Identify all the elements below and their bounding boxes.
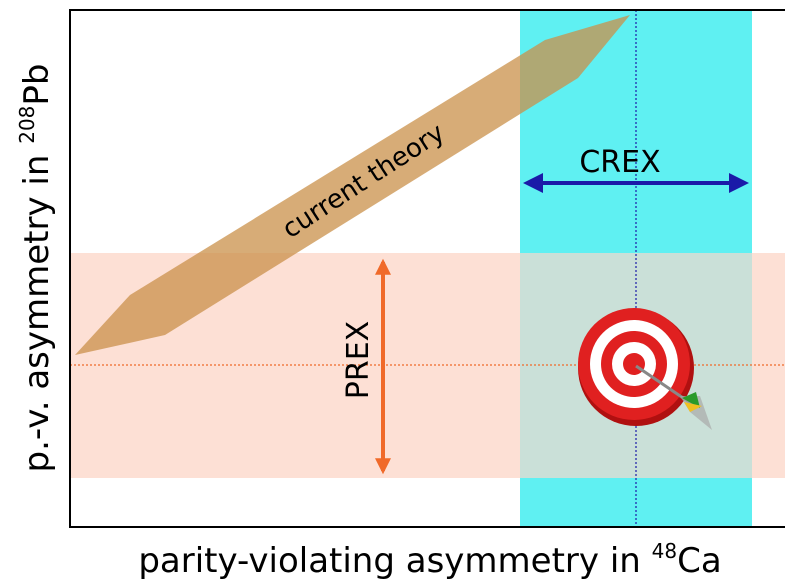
diagram: current theory CREX PREX p.-v. asymmetry… — [0, 0, 785, 580]
x-axis-label: parity-violating asymmetry in 48Ca — [138, 539, 721, 580]
x-axis-sup: 48 — [652, 539, 677, 563]
crex-label: CREX — [579, 145, 660, 180]
prex-label: PREX — [341, 321, 376, 399]
y-axis-element: Pb — [17, 64, 57, 106]
y-axis-sup: 208 — [15, 106, 39, 144]
theory-label: current theory — [277, 118, 450, 245]
x-axis-element: Ca — [677, 541, 722, 580]
y-axis-text: p.-v. asymmetry in — [17, 144, 57, 473]
y-axis-label: p.-v. asymmetry in 208Pb — [15, 64, 57, 473]
x-axis-text: parity-violating asymmetry in — [138, 541, 651, 580]
